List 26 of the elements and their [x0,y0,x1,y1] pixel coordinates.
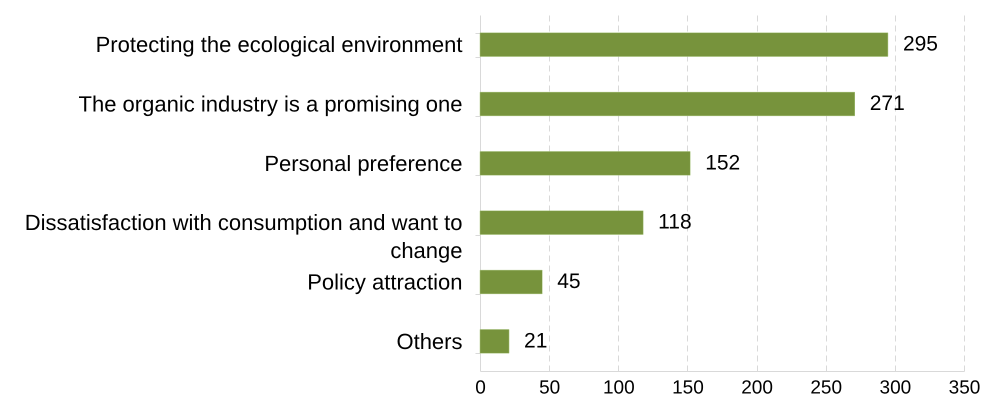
data-label: 21 [524,329,548,352]
x-tick-label: 200 [741,378,773,398]
y-tick-label: Protecting the ecological environment [96,32,462,58]
data-label: 118 [658,210,692,234]
bar [480,210,644,235]
data-label: 152 [705,151,740,174]
data-label: 271 [870,92,905,115]
bar [480,151,690,176]
bar [480,32,888,57]
bar [480,92,856,116]
y-tick-label: The organic industry is a promising one [78,92,462,116]
x-tick-label: 250 [810,378,842,398]
bar [480,329,510,354]
x-tick-label: 150 [672,378,704,398]
data-label: 45 [557,270,581,293]
x-tick-label: 0 [475,378,486,398]
data-label: 295 [902,32,938,56]
x-tick-label: 350 [948,378,980,398]
bar [480,270,542,294]
x-tick-label: 100 [602,378,635,398]
x-tick-label: 50 [539,378,560,398]
y-tick-label: Policy attraction [307,270,462,294]
y-tick-label: Others [396,328,462,354]
y-tick-label: Personal preference [264,150,462,176]
x-tick-label: 300 [880,378,912,398]
y-tick-label: Dissatisfaction with consumption and want to change [24,210,462,264]
